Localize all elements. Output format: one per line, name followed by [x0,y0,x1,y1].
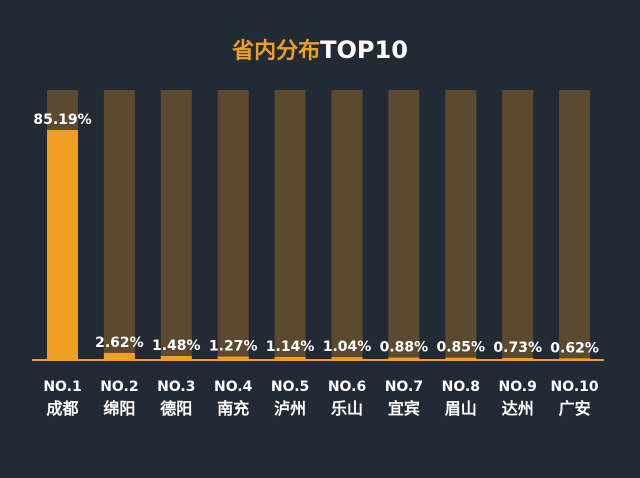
bar [274,356,306,360]
bar [445,357,477,360]
value-label: 1.48% [152,338,201,354]
bar-track [445,90,477,360]
rank-label: NO.8 [442,379,480,395]
bar-track [274,90,306,360]
bar [217,356,249,360]
bar-track [331,90,363,360]
bar-track [502,90,534,360]
value-label: 1.14% [266,339,315,355]
bar-track [217,90,249,360]
rank-label: NO.9 [499,379,537,395]
rank-label: NO.6 [328,379,366,395]
value-label: 1.04% [323,339,372,355]
rank-label: NO.3 [157,379,195,395]
city-label: 南充 [217,399,249,418]
bar [160,356,192,360]
value-label: 0.62% [550,340,599,356]
rank-label: NO.10 [551,379,599,395]
city-label: 泸州 [274,399,306,418]
bars [47,129,591,360]
chart-title-cn: 省内分布 [231,38,320,64]
chart-title-en: TOP10 [320,36,408,64]
bar [388,357,420,360]
bar [47,129,78,360]
value-label: 85.19% [33,112,91,128]
bar [103,352,135,360]
rank-label: NO.2 [100,379,138,395]
x-tick-labels: NO.1 成都 NO.2 绵阳 NO.3 德阳 NO.4 南充 NO.5 泸州 NO.6 乐山 NO.7… [43,379,599,418]
value-labels: 85.19% 2.62% 1.48% 1.27% 1.14% 1.04% 0.88% 0.85… [33,112,599,356]
bar [331,357,363,360]
rank-label: NO.1 [43,379,81,395]
value-label: 0.73% [493,340,542,356]
rank-label: NO.4 [214,379,253,395]
city-label: 乐山 [331,399,363,418]
value-label: 0.85% [437,340,486,356]
bar-tracks [47,90,591,360]
value-label: 2.62% [95,335,144,351]
chart-title: 省内分布TOP10 [231,36,408,64]
city-label: 眉山 [445,399,477,418]
bar-track [388,90,420,360]
value-label: 1.27% [209,339,258,355]
bar-track [160,90,192,360]
rank-label: NO.7 [385,379,423,395]
city-label: 德阳 [160,399,192,418]
bar-track [103,90,135,360]
city-label: 成都 [46,399,78,418]
value-label: 0.88% [380,340,429,356]
city-label: 绵阳 [103,399,135,418]
city-label: 达州 [502,399,534,418]
city-label: 广安 [559,399,591,418]
city-label: 宜宾 [388,399,420,418]
rank-label: NO.5 [271,379,309,395]
bar-track [559,90,591,360]
